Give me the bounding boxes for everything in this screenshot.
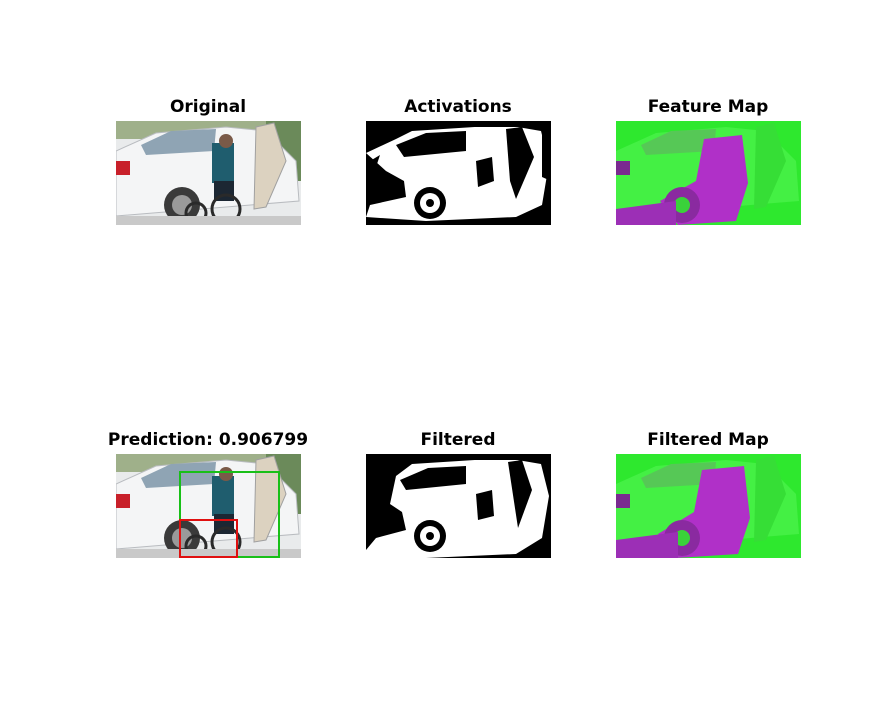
feature-map-image — [616, 121, 801, 225]
original-image — [116, 121, 301, 225]
activations-image — [366, 121, 551, 225]
filtered-image — [366, 454, 551, 558]
panel-title-feature-map: Feature Map — [647, 97, 769, 117]
prediction-image — [116, 454, 301, 558]
filtered-map-image — [616, 454, 801, 558]
reference-box — [179, 519, 238, 558]
panel-title-original: Original — [169, 97, 247, 117]
panel-title-activations: Activations — [404, 97, 512, 117]
panel-title-prediction: Prediction: 0.906799 — [107, 430, 309, 450]
panel-title-filtered-map: Filtered Map — [647, 430, 769, 450]
panel-title-filtered: Filtered — [420, 430, 496, 450]
